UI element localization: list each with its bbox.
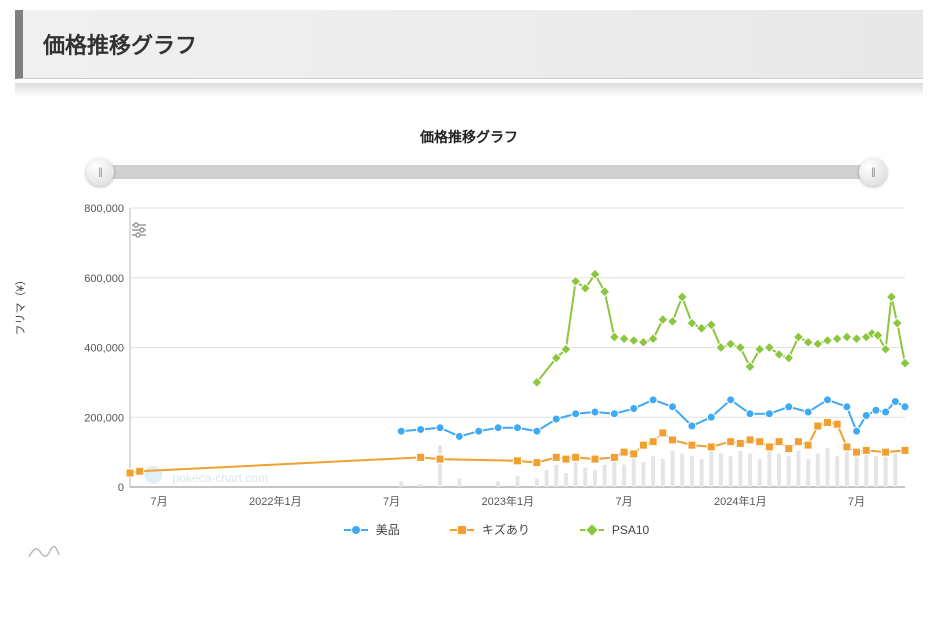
chart-container: 価格推移グラフ || || フリマ（¥） 0 200,000 400,000 600,… <box>15 127 923 538</box>
legend-item-psa10[interactable]: PSA10 <box>580 521 649 538</box>
plot-area: フリマ（¥） 0200,000400,000600,000800,0007月20… <box>70 203 923 513</box>
svg-text:0: 0 <box>118 482 124 494</box>
chart-title: 価格推移グラフ <box>15 127 923 147</box>
svg-text:7月: 7月 <box>616 496 633 508</box>
svg-text:200,000: 200,000 <box>84 412 124 424</box>
range-handle-left[interactable]: || <box>86 158 114 186</box>
svg-text:2023年1月: 2023年1月 <box>482 494 535 508</box>
svg-text:7月: 7月 <box>848 496 865 508</box>
svg-text:7月: 7月 <box>383 496 400 508</box>
page-title: 価格推移グラフ <box>43 28 903 60</box>
legend-item-kizu[interactable]: キズあり <box>450 521 530 538</box>
range-handle-right[interactable]: || <box>859 158 887 186</box>
legend: 美品 キズあり PSA10 <box>70 521 923 538</box>
yaxis-title: フリマ（¥） <box>12 274 28 335</box>
chart-settings-icon[interactable] <box>130 221 148 239</box>
legend-label: 美品 <box>376 521 400 538</box>
header-shadow <box>15 83 923 97</box>
svg-text:pokeca-chart.com: pokeca-chart.com <box>173 471 268 485</box>
legend-label: PSA10 <box>612 523 649 537</box>
series-psa10[interactable] <box>532 269 910 387</box>
svg-text:400,000: 400,000 <box>84 343 124 355</box>
amcharts-logo-icon <box>27 541 61 566</box>
svg-text:600,000: 600,000 <box>84 273 124 285</box>
svg-text:800,000: 800,000 <box>84 203 124 215</box>
chart-svg[interactable]: 0 200,000 400,000 600,000 800,000 7月 2022年1月 7月… <box>70 203 910 513</box>
legend-label: キズあり <box>482 521 530 538</box>
page-header: 価格推移グラフ <box>15 10 923 79</box>
svg-text:2022年1月: 2022年1月 <box>249 494 302 508</box>
svg-text:7月: 7月 <box>151 496 168 508</box>
series-bihin[interactable] <box>397 396 909 441</box>
range-scrollbar[interactable]: || || <box>100 165 873 179</box>
legend-item-bihin[interactable]: 美品 <box>344 521 400 538</box>
svg-text:2024年1月: 2024年1月 <box>714 494 767 508</box>
